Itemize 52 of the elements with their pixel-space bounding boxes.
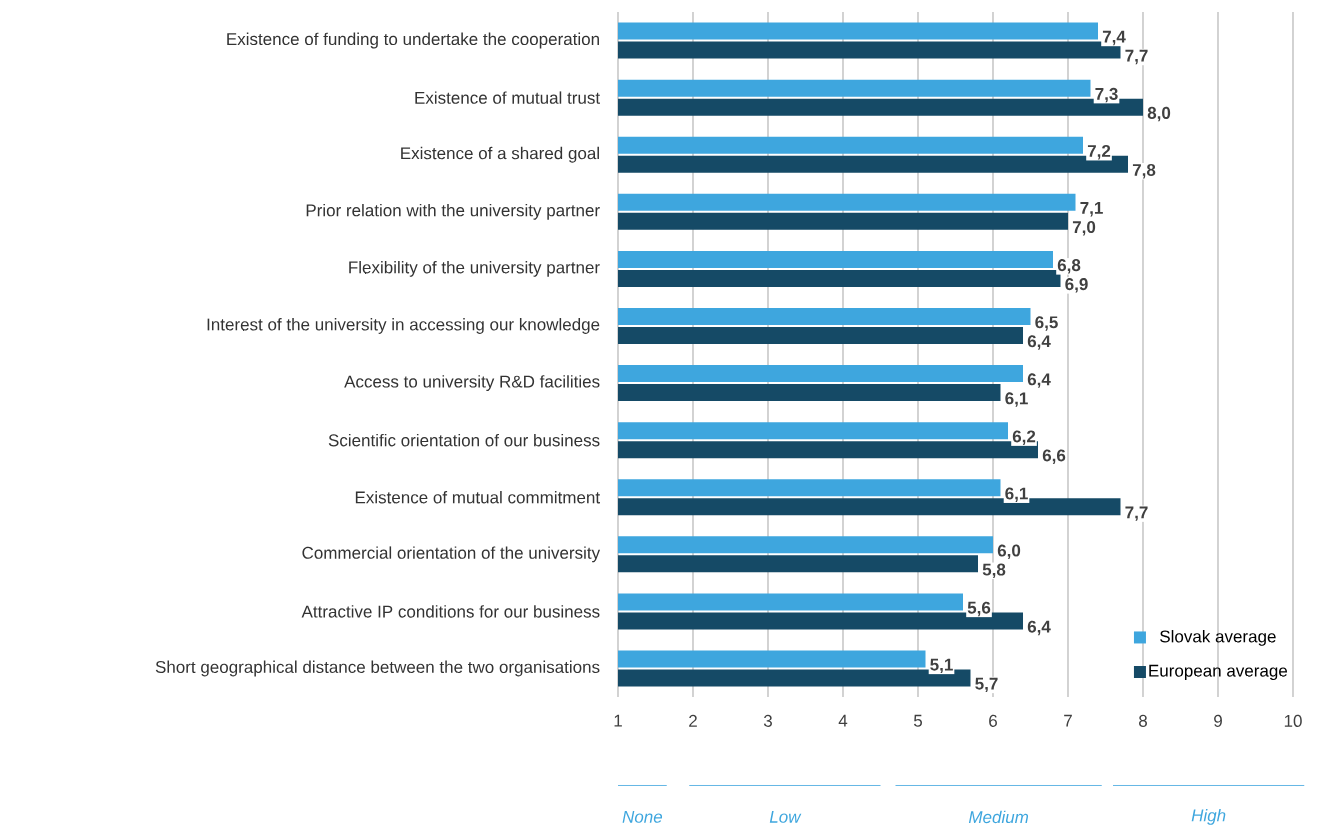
x-tick-label: 6: [989, 714, 997, 727]
y-tick-label: Commercial orientation of the university: [302, 546, 601, 563]
data-label: 6,1: [1005, 392, 1028, 407]
data-label: 6,1: [1005, 487, 1028, 502]
y-tick-label: Interest of the university in accessing our knowledge: [207, 318, 600, 334]
y-tick-label: Flexibility of the university partner: [349, 260, 600, 277]
data-label: 7,8: [1132, 163, 1156, 179]
x-tick-label: 2: [689, 714, 697, 727]
data-label: 5,6: [967, 601, 991, 617]
text: None: [622, 810, 663, 823]
data-label: 7,0: [1072, 221, 1096, 236]
y-tick-label: Attractive IP conditions for our business: [301, 605, 600, 618]
text: Medium: [968, 810, 1029, 824]
data-label: 6,4: [1027, 373, 1051, 388]
data-label: 7,1: [1080, 202, 1103, 217]
x-tick-label: 9: [1214, 714, 1222, 727]
y-tick-label: Access to university R&D facilities: [344, 375, 600, 391]
y-tick-label: Short geographical distance between the two organisations: [155, 660, 600, 677]
data-label: 6,6: [1042, 449, 1066, 464]
x-tick-label: 5: [913, 714, 923, 727]
x-tick-label: 1: [614, 714, 622, 727]
data-label: 6,8: [1057, 259, 1081, 274]
data-label: 7,4: [1102, 30, 1126, 46]
text: Low: [769, 810, 802, 823]
data-label: 5,1: [930, 658, 953, 674]
y-tick-label: Existence of a shared goal: [401, 146, 599, 163]
y-tick-label: Prior relation with the university partner: [306, 203, 600, 220]
data-label: 6,5: [1035, 316, 1058, 331]
data-label: 7,7: [1125, 506, 1148, 521]
y-tick-label: Existence of mutual trust: [415, 91, 600, 104]
x-tick-label: 8: [1139, 714, 1147, 727]
x-tick-label: 4: [838, 714, 848, 727]
data-label: 6,4: [1027, 335, 1051, 350]
legend-label: Slovak average: [1160, 630, 1276, 646]
data-label: 6,9: [1065, 278, 1088, 293]
data-label: 6,0: [997, 544, 1021, 560]
data-label: 6,4: [1027, 620, 1051, 636]
data-label: 7,3: [1095, 87, 1118, 103]
data-label: 7,7: [1125, 49, 1148, 65]
text: High: [1191, 808, 1226, 825]
data-label: 7,2: [1087, 144, 1111, 160]
y-tick-label: Existence of funding to undertake the cooperation: [227, 32, 599, 49]
x-tick-label: 3: [763, 714, 772, 727]
x-tick-label: 7: [1064, 714, 1072, 727]
legend-label: European average: [1149, 664, 1288, 681]
data-label: 5,7: [975, 677, 998, 693]
data-label: 5,8: [982, 563, 1006, 579]
y-tick-label: Scientific orientation of our business: [328, 433, 600, 447]
y-tick-label: Existence of mutual commitment: [355, 490, 600, 504]
x-tick-label: 10: [1284, 714, 1302, 727]
data-label: 6,2: [1012, 430, 1036, 445]
data-label: 8,0: [1147, 106, 1171, 122]
